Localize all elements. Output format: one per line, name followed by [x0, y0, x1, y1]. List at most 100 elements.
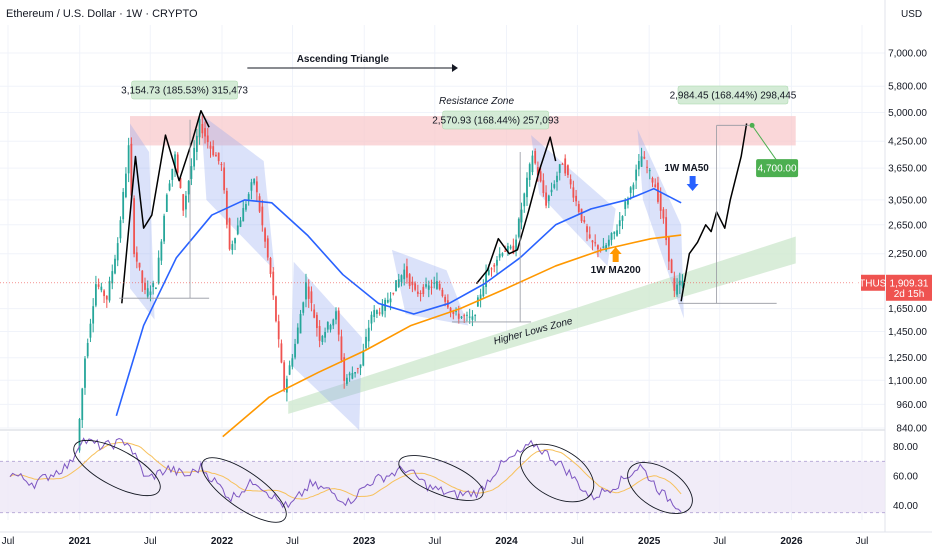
x-tick-label: 2026 — [780, 536, 803, 547]
candle-body — [537, 167, 539, 176]
candle-body — [400, 275, 403, 282]
rsi-line — [9, 437, 682, 513]
candle-body — [580, 208, 583, 222]
candle-body — [411, 281, 414, 286]
candle-body — [416, 291, 419, 294]
candle-body — [296, 327, 299, 344]
candle-body — [594, 242, 597, 244]
fractal-projection — [121, 109, 210, 304]
candle-body — [258, 196, 261, 212]
candle-body — [583, 219, 586, 223]
candle-body — [315, 314, 318, 328]
candle-body — [198, 119, 201, 138]
price-tag-countdown: 2d 15h — [894, 289, 925, 300]
candle-body — [577, 204, 580, 213]
ascending-triangle-label: Ascending Triangle — [297, 54, 390, 65]
candle-body — [531, 155, 534, 173]
candle-body — [605, 245, 608, 251]
candles — [78, 113, 684, 453]
candle-body — [223, 167, 226, 191]
candle-body — [160, 241, 163, 261]
candle-body — [496, 259, 498, 266]
candle-body — [201, 123, 204, 134]
candle-body — [187, 181, 190, 195]
candle-body — [335, 311, 337, 320]
candle-body — [105, 295, 108, 300]
candle-body — [269, 257, 272, 274]
candle-body — [220, 164, 223, 166]
candle-body — [517, 218, 520, 237]
candle-body — [414, 283, 417, 290]
candle-body — [629, 187, 632, 193]
candle-body — [627, 198, 629, 205]
rsi-tick-label: 60.00 — [893, 472, 918, 483]
ma50-arrow-icon — [686, 176, 699, 191]
candle-body — [528, 164, 531, 180]
candle-body — [307, 286, 310, 299]
candle-body — [174, 154, 176, 169]
candle-body — [152, 282, 155, 288]
candle-body — [250, 182, 253, 191]
candle-body — [122, 191, 125, 220]
candle-body — [133, 198, 135, 255]
candle-body — [302, 302, 305, 313]
projection — [119, 109, 783, 323]
ma200-label: 1W MA200 — [591, 265, 641, 276]
candle-body — [266, 238, 269, 258]
resistance-zone-label: Resistance Zone — [439, 96, 514, 107]
measure-2-box — [442, 110, 549, 130]
candle-body — [572, 187, 575, 198]
y-tick-label: 2,650.00 — [888, 220, 927, 231]
price-tag-value: 1,909.31 — [890, 278, 929, 289]
candle-body — [138, 262, 141, 268]
candle-body — [438, 283, 441, 290]
candle-body — [637, 161, 640, 170]
candle-body — [324, 331, 326, 338]
consolidation-channel — [391, 249, 469, 326]
candle-body — [376, 310, 378, 315]
candle-body — [490, 268, 493, 270]
candle-body — [681, 280, 684, 287]
ma200-line — [222, 234, 682, 438]
x-tick-label: Jul — [428, 536, 441, 547]
candle-body — [204, 128, 206, 137]
candle-body — [239, 220, 242, 227]
candle-body — [569, 179, 572, 185]
candle-body — [395, 280, 397, 292]
candle-body — [665, 217, 668, 241]
candle-body — [474, 315, 477, 317]
candle-body — [130, 143, 133, 196]
candle-body — [275, 296, 277, 322]
candle-body — [425, 284, 427, 287]
candle-body — [659, 193, 662, 211]
candle-body — [283, 362, 286, 390]
candle-body — [618, 220, 621, 227]
candle-body — [92, 306, 95, 324]
candle-body — [389, 298, 392, 303]
candle-body — [430, 286, 433, 288]
y-tick-label: 5,000.00 — [888, 108, 927, 119]
candle-body — [354, 371, 356, 374]
candle-body — [381, 304, 384, 315]
measure-3-box — [677, 85, 789, 105]
x-tick-label: 2024 — [495, 536, 518, 547]
candle-body — [657, 182, 659, 202]
candle-body — [422, 286, 425, 295]
candle-body — [588, 234, 591, 239]
candle-body — [392, 292, 395, 294]
candle-body — [125, 173, 127, 198]
candle-body — [575, 195, 577, 202]
candle-body — [242, 207, 245, 222]
candle-body — [632, 184, 635, 190]
candle-body — [116, 243, 119, 261]
candle-body — [520, 209, 523, 223]
candle-body — [310, 291, 313, 304]
candle-body — [127, 145, 130, 174]
candle-body — [455, 310, 457, 312]
price-tag-box — [886, 274, 932, 301]
candle-body — [547, 195, 550, 202]
candle-body — [97, 284, 100, 287]
candle-body — [504, 250, 507, 252]
currency-label[interactable]: USD — [901, 9, 922, 20]
